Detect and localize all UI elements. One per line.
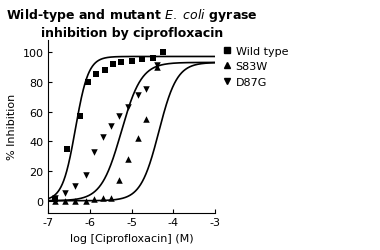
Point <box>160 51 166 55</box>
Point <box>85 80 91 84</box>
Point <box>52 199 58 203</box>
Point <box>129 60 135 64</box>
X-axis label: log [Ciprofloxacin] (M): log [Ciprofloxacin] (M) <box>70 233 193 243</box>
Point <box>91 150 97 154</box>
Point <box>143 88 149 92</box>
Point <box>64 147 70 151</box>
Point <box>91 198 97 202</box>
Point <box>116 178 122 182</box>
Point <box>62 192 68 196</box>
Point <box>73 199 79 203</box>
Point <box>52 196 58 200</box>
Point <box>100 196 106 200</box>
Point <box>83 199 89 203</box>
Point <box>125 106 131 110</box>
Point <box>143 118 149 122</box>
Point <box>83 174 89 178</box>
Y-axis label: % Inhibition: % Inhibition <box>7 94 17 160</box>
Point <box>135 94 141 98</box>
Point <box>108 125 114 129</box>
Point <box>52 198 58 202</box>
Title: Wild-type and mutant $\mathit{E.\ coli}$ gyrase
inhibition by ciprofloxacin: Wild-type and mutant $\mathit{E.\ coli}$… <box>6 7 258 40</box>
Point <box>110 63 116 67</box>
Point <box>93 73 99 77</box>
Point <box>101 68 108 72</box>
Point <box>100 135 106 139</box>
Point <box>108 196 114 200</box>
Point <box>154 64 160 68</box>
Point <box>116 114 122 118</box>
Legend: Wild type, S83W, D87G: Wild type, S83W, D87G <box>222 46 288 88</box>
Point <box>154 66 160 70</box>
Point <box>73 184 79 188</box>
Point <box>118 61 124 65</box>
Point <box>150 57 156 61</box>
Point <box>62 199 68 203</box>
Point <box>125 158 131 162</box>
Point <box>139 58 145 62</box>
Point <box>135 137 141 141</box>
Point <box>77 114 83 118</box>
